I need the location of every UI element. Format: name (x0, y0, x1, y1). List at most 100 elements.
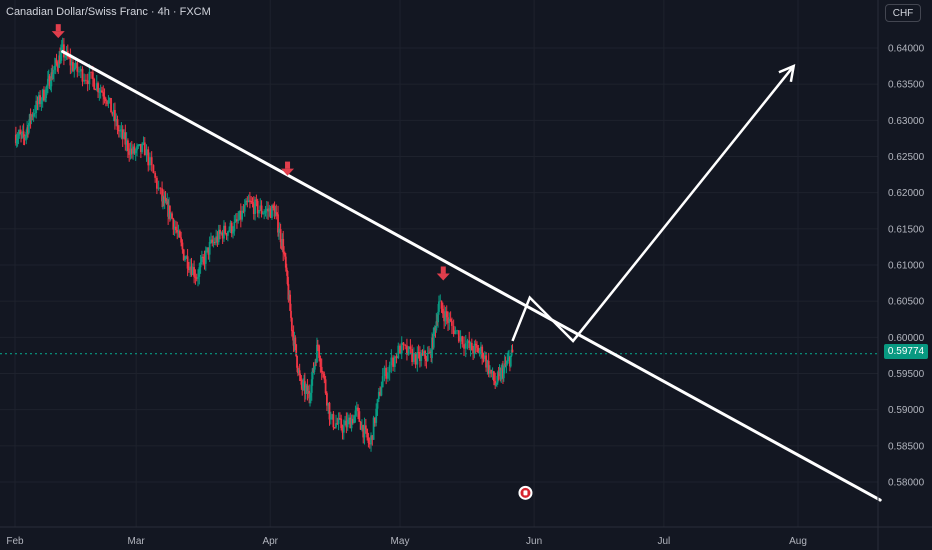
x-tick-label: May (391, 536, 410, 547)
candle-body (505, 363, 508, 366)
candle-body (424, 351, 427, 359)
candle (350, 414, 353, 432)
candle-body (190, 266, 193, 275)
candle (245, 198, 247, 206)
candle-body (284, 252, 286, 257)
candle (219, 224, 221, 240)
candle-body (128, 151, 131, 155)
candle-body (386, 372, 389, 379)
candle (374, 417, 376, 427)
candle-body (202, 256, 205, 259)
candle (344, 416, 346, 426)
candle-body (510, 349, 513, 356)
candle-body (447, 317, 449, 323)
candle-body (155, 177, 158, 189)
y-tick-label: 0.61500 (888, 224, 925, 235)
candle-body (238, 210, 241, 220)
candle-body (411, 348, 414, 362)
candle (60, 39, 63, 61)
candle (107, 95, 110, 109)
candle-body (107, 99, 110, 104)
candle-body (357, 407, 359, 412)
candle (416, 346, 419, 372)
candle-body (435, 321, 438, 331)
y-tick-label: 0.58000 (888, 478, 925, 489)
candle (395, 352, 398, 364)
marker-head (436, 273, 450, 281)
candle-body (275, 212, 278, 214)
candle-body (350, 418, 353, 429)
candle-body (344, 420, 346, 426)
candle-body (452, 325, 455, 335)
candle-body (213, 241, 216, 243)
candle-body (159, 187, 162, 189)
down-arrow-marker-icon[interactable] (51, 24, 65, 39)
trendline[interactable] (61, 50, 882, 502)
down-arrow-marker-icon[interactable] (436, 266, 450, 281)
candle (264, 205, 267, 217)
candle-body (470, 342, 473, 351)
candle (171, 211, 173, 220)
candle (329, 411, 332, 425)
candle-body (157, 187, 160, 189)
candle-body (511, 349, 514, 353)
candle-body (502, 368, 505, 379)
candle-body (345, 420, 348, 428)
candle-body (264, 210, 267, 213)
candle (111, 111, 114, 117)
candle-body (30, 115, 33, 121)
candle (242, 204, 245, 214)
candle-body (351, 418, 354, 424)
candle-body (466, 340, 469, 344)
candle (383, 365, 386, 382)
candle-body (355, 407, 358, 411)
candle (420, 349, 423, 367)
projection-arrowhead[interactable] (778, 64, 796, 83)
candle (490, 369, 493, 378)
candle (169, 212, 172, 221)
candle-body (366, 428, 369, 438)
candle-body (260, 205, 263, 214)
candle (392, 355, 394, 372)
candle (445, 305, 448, 325)
economic-event-icon[interactable] (518, 485, 533, 500)
candle-body (206, 247, 208, 251)
candle (497, 366, 500, 381)
candle-body (37, 95, 40, 105)
candle (472, 345, 475, 360)
candle (185, 255, 188, 260)
candle-body (326, 393, 328, 406)
candle (468, 331, 471, 351)
candle-body (53, 69, 55, 74)
candle (40, 97, 43, 111)
candle (78, 66, 80, 77)
candle-body (309, 397, 311, 399)
candle (163, 191, 166, 210)
candle-body (390, 357, 393, 366)
candle-body (397, 345, 400, 359)
candle (449, 311, 452, 322)
candle (477, 344, 480, 354)
down-arrow-marker-icon[interactable] (281, 161, 295, 176)
candle-body (243, 205, 246, 212)
projection-path[interactable] (511, 65, 795, 343)
candle (323, 371, 326, 384)
currency-button[interactable]: CHF (885, 4, 921, 22)
candle (295, 344, 298, 358)
candle (210, 232, 212, 244)
candle (139, 143, 142, 159)
candle (372, 415, 375, 440)
candle (230, 220, 233, 238)
y-tick-label: 0.58500 (888, 441, 925, 452)
candle-body (448, 318, 451, 323)
candle (175, 220, 177, 234)
candle (380, 381, 383, 397)
candle (466, 338, 469, 350)
candle (370, 432, 372, 452)
candle (306, 378, 309, 401)
candle-body (404, 345, 407, 346)
candle (404, 343, 407, 350)
candle (206, 247, 208, 253)
